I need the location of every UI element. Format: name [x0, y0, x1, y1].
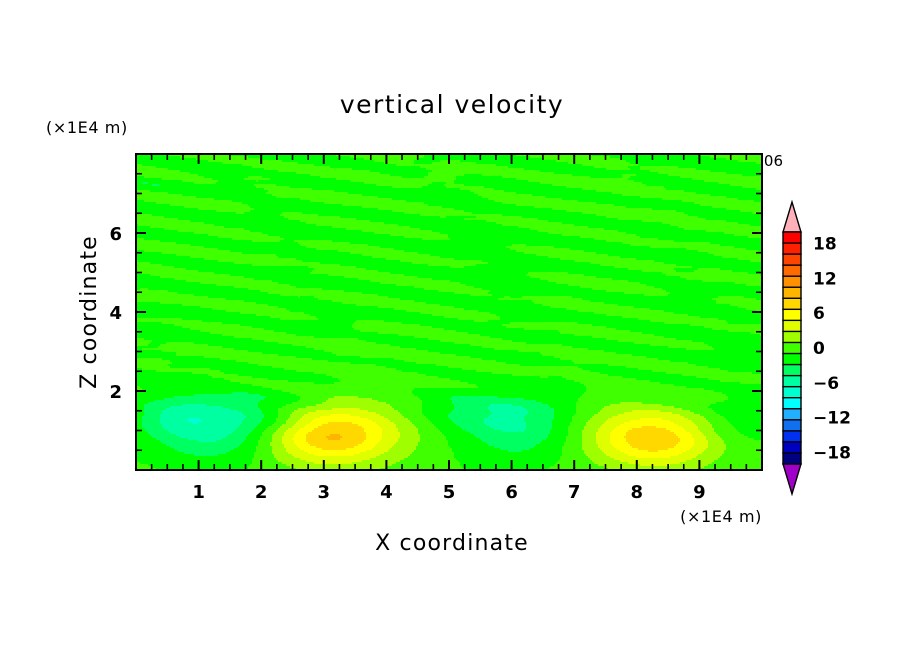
y-axis-title: Z coordinate — [77, 235, 102, 389]
colorbar-cell — [782, 297, 802, 311]
x-axis-ticks — [135, 154, 763, 470]
colorbar-cell — [782, 352, 802, 366]
contour-field — [136, 154, 762, 470]
x-axis-tick-labels: 1 2 3 4 5 6 7 8 9 — [192, 482, 705, 503]
colorbar-cell — [782, 319, 802, 333]
colorbar-cell — [782, 286, 802, 300]
colorbar-cell — [782, 253, 802, 267]
x-tick-label: 3 — [318, 482, 331, 503]
y-axis-ticks — [136, 153, 762, 471]
x-axis-title: X coordinate — [375, 531, 529, 556]
colorbar-cells — [782, 231, 802, 466]
colorbar-cell — [782, 275, 802, 289]
colorbar-tick-labels: 18 12 6 0 −6 −12 −18 — [813, 235, 851, 464]
x-tick-label: 7 — [568, 482, 581, 503]
colorbar-tick-label: 18 — [813, 235, 837, 255]
y-tick-label: 2 — [109, 382, 122, 403]
contour-plot-area — [135, 153, 763, 471]
colorbar-cell — [782, 242, 802, 256]
y-tick-label: 6 — [109, 224, 122, 245]
colorbar-tick-label: 6 — [813, 304, 825, 324]
x-tick-label: 9 — [693, 482, 706, 503]
colorbar-cell — [782, 452, 802, 466]
colorbar-tick-label: −12 — [813, 409, 851, 429]
colorbar-cell — [782, 341, 802, 355]
colorbar-cell — [782, 397, 802, 410]
colorbar-tick-label: 12 — [813, 269, 837, 289]
colorbar-cell — [782, 408, 802, 421]
colorbar-cell — [782, 419, 802, 432]
colorbar-cell — [782, 363, 802, 377]
colorbar-tick-label: −18 — [813, 443, 851, 463]
colorbar-cell — [782, 441, 802, 454]
x-tick-label: 2 — [255, 482, 268, 503]
page-title: vertical velocity — [340, 90, 564, 119]
colorbar-cell — [782, 264, 802, 278]
x-axis-unit-label: (×1E4 m) — [680, 507, 762, 526]
colorbar-tick-label: 0 — [813, 339, 825, 359]
colorbar-cell — [782, 430, 802, 443]
x-tick-label: 6 — [505, 482, 518, 503]
x-tick-label: 1 — [192, 482, 205, 503]
y-axis-unit-label: (×1E4 m) — [46, 118, 128, 137]
colorbar-bottom-cap — [782, 463, 802, 497]
colorbar-cell — [782, 231, 802, 245]
colorbar-cell — [782, 330, 802, 344]
y-axis-tick-labels: 2 4 6 — [109, 224, 122, 403]
colorbar-cell — [782, 385, 802, 399]
x-tick-label: 5 — [443, 482, 456, 503]
colorbar[interactable]: 18 12 6 0 −6 −12 −18 — [782, 199, 851, 497]
colorbar-tick-label: −6 — [813, 374, 839, 394]
x-tick-label: 4 — [380, 482, 393, 503]
colorbar-cell — [782, 308, 802, 322]
x-tick-label: 8 — [631, 482, 644, 503]
colorbar-cell — [782, 374, 802, 388]
y-tick-label: 4 — [109, 303, 122, 324]
